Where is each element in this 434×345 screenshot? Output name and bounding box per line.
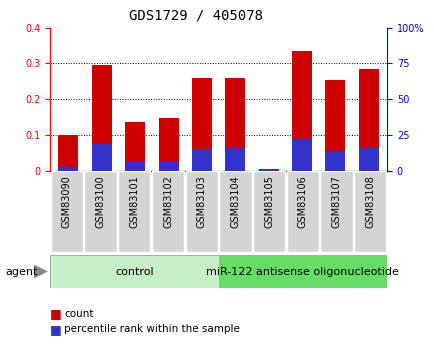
Text: ■: ■: [50, 323, 62, 336]
Bar: [92, 144, 112, 171]
Text: ■: ■: [50, 307, 62, 321]
Bar: [353, 171, 385, 252]
Bar: [51, 171, 83, 252]
Text: GSM83103: GSM83103: [196, 175, 206, 228]
Bar: [325, 151, 345, 171]
Text: percentile rank within the sample: percentile rank within the sample: [64, 325, 240, 334]
Bar: [358, 148, 378, 171]
Bar: [225, 148, 245, 171]
Bar: [218, 255, 386, 288]
Bar: [92, 65, 112, 171]
Bar: [358, 69, 378, 171]
Text: count: count: [64, 309, 94, 319]
Bar: [219, 171, 251, 252]
Bar: [151, 171, 184, 252]
Bar: [291, 51, 311, 171]
Text: GSM83106: GSM83106: [297, 175, 307, 228]
Text: GSM83102: GSM83102: [163, 175, 173, 228]
Text: control: control: [115, 267, 153, 277]
Bar: [50, 255, 218, 288]
Text: agent: agent: [5, 267, 37, 276]
Bar: [118, 171, 150, 252]
Bar: [225, 78, 245, 171]
Bar: [191, 78, 211, 171]
Text: miR-122 antisense oligonucleotide: miR-122 antisense oligonucleotide: [206, 267, 398, 277]
Text: GSM83108: GSM83108: [365, 175, 375, 228]
Text: GSM83090: GSM83090: [62, 175, 72, 228]
Bar: [58, 135, 78, 171]
Bar: [258, 170, 278, 171]
Text: GSM83105: GSM83105: [263, 175, 273, 228]
Bar: [286, 171, 318, 252]
Bar: [125, 162, 145, 171]
Text: GSM83100: GSM83100: [95, 175, 105, 228]
Bar: [58, 167, 78, 171]
Bar: [258, 169, 278, 171]
Bar: [84, 171, 116, 252]
Bar: [158, 118, 178, 171]
Bar: [325, 79, 345, 171]
Bar: [291, 139, 311, 171]
Bar: [125, 122, 145, 171]
Bar: [191, 149, 211, 171]
Text: GSM83107: GSM83107: [331, 175, 341, 228]
Polygon shape: [34, 265, 48, 278]
Text: GDS1729 / 405078: GDS1729 / 405078: [128, 9, 262, 23]
Bar: [253, 171, 285, 252]
Bar: [185, 171, 217, 252]
Text: GSM83101: GSM83101: [129, 175, 139, 228]
Text: GSM83104: GSM83104: [230, 175, 240, 228]
Bar: [320, 171, 352, 252]
Bar: [158, 162, 178, 171]
